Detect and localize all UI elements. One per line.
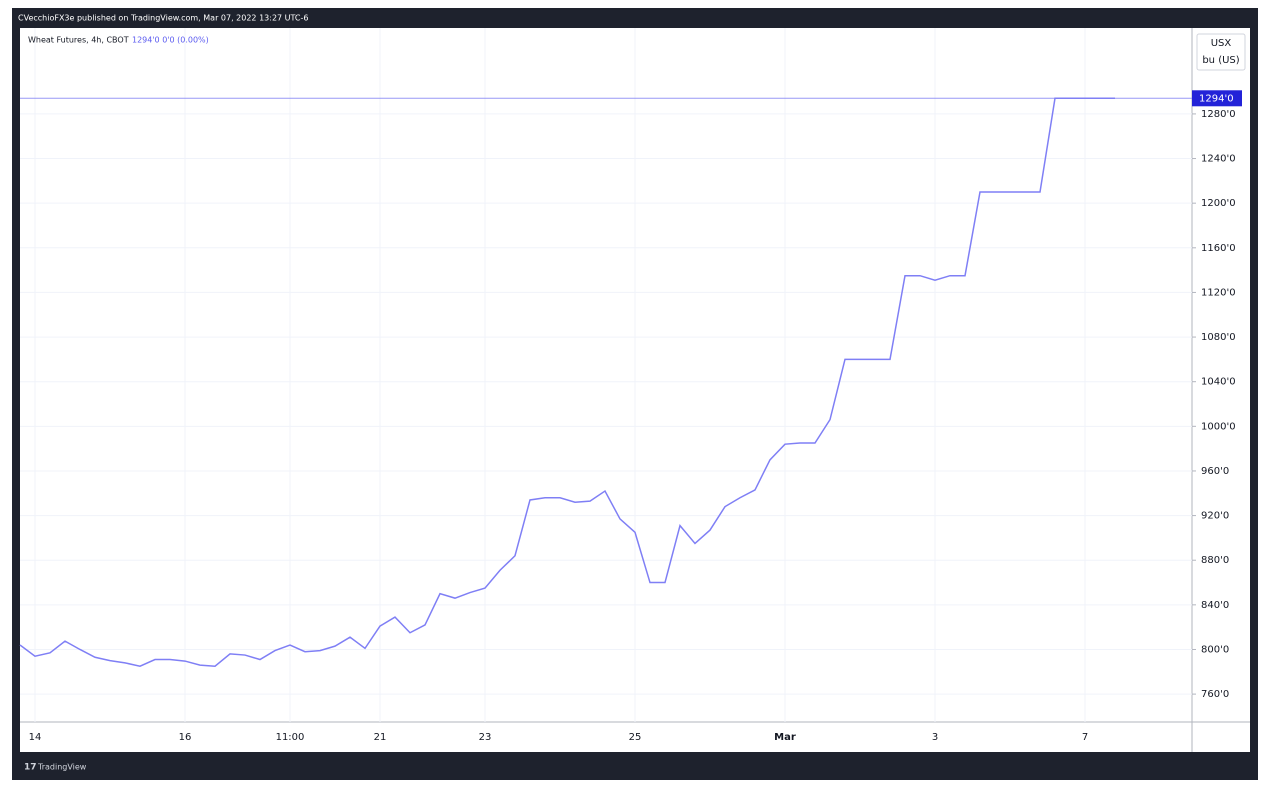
y-tick-label: 1240'0 — [1201, 154, 1236, 165]
y-tick-label: 880'0 — [1201, 555, 1229, 566]
x-tick-label: 25 — [629, 732, 642, 743]
axis-unit: bu (US) — [1202, 55, 1239, 66]
y-tick-label: 1040'0 — [1201, 377, 1236, 388]
y-tick-label: 800'0 — [1201, 644, 1229, 655]
last-price-label: 1294'0 — [1199, 93, 1234, 104]
x-tick-label: 14 — [29, 732, 42, 743]
y-tick-label: 920'0 — [1201, 511, 1229, 522]
x-tick-label: 23 — [479, 732, 492, 743]
axis-unit: USX — [1211, 38, 1232, 49]
y-tick-label: 760'0 — [1201, 689, 1229, 700]
x-tick-label: 16 — [179, 732, 192, 743]
y-tick-label: 1160'0 — [1201, 243, 1236, 254]
x-tick-label: Mar — [774, 732, 796, 743]
x-tick-label: 21 — [374, 732, 387, 743]
y-tick-label: 1200'0 — [1201, 198, 1236, 209]
x-tick-label: 3 — [932, 732, 938, 743]
brand[interactable]: TradingView — [37, 763, 87, 772]
y-tick-label: 1120'0 — [1201, 287, 1236, 298]
y-tick-label: 1280'0 — [1201, 109, 1236, 120]
y-tick-label: 960'0 — [1201, 466, 1229, 477]
x-tick-label: 7 — [1082, 732, 1088, 743]
unit-box[interactable] — [1196, 33, 1246, 71]
y-tick-label: 1000'0 — [1201, 421, 1236, 432]
publisher-note: CVecchioFX3e published on TradingView.co… — [18, 14, 309, 23]
y-tick-label: 1080'0 — [1201, 332, 1236, 343]
y-tick-label: 840'0 — [1201, 600, 1229, 611]
legend-values: 1294'0 0'0 (0.00%) — [132, 36, 209, 45]
last-price-badge — [1192, 90, 1242, 107]
x-tick-label: 11:00 — [276, 732, 305, 743]
brand-logo: 𝟭𝟳 — [24, 763, 37, 773]
chart-title: Wheat Futures, 4h, CBOT — [28, 36, 129, 45]
price-line — [19, 97, 1115, 667]
